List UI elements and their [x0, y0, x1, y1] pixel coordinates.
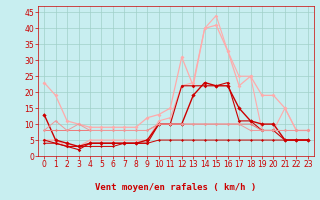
X-axis label: Vent moyen/en rafales ( km/h ): Vent moyen/en rafales ( km/h ) [95, 183, 257, 192]
